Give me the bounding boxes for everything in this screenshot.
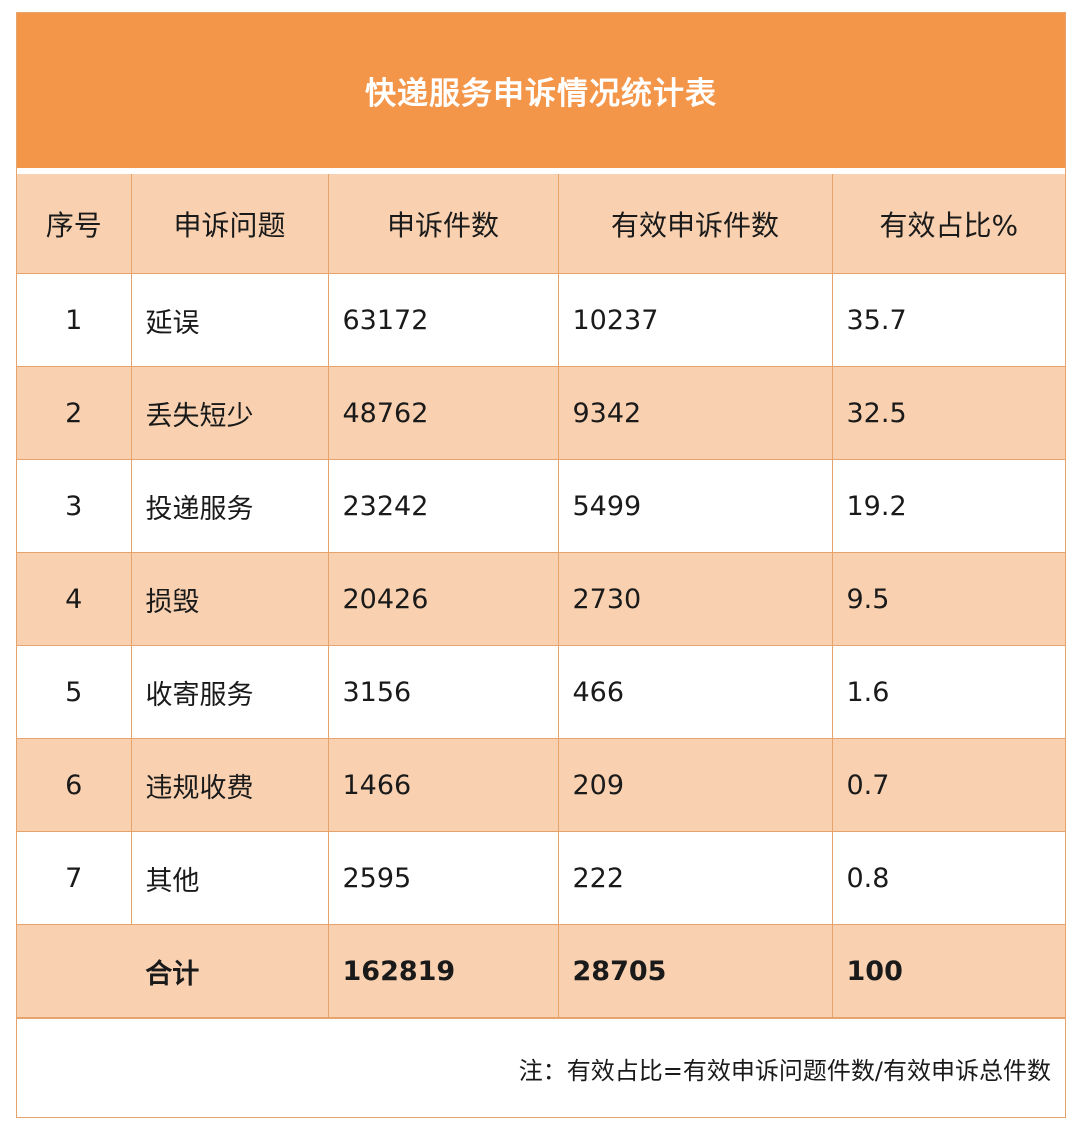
cell-index: 6 <box>17 738 132 832</box>
table-title: 快递服务申诉情况统计表 <box>17 13 1065 168</box>
table-row: 5 收寄服务 3156 466 1.6 <box>17 645 1065 739</box>
total-row: 合计 162819 28705 100 <box>17 924 1065 1018</box>
header-valid-ratio: 有效占比% <box>831 174 1065 274</box>
cell-valid-ratio: 0.7 <box>831 738 1065 832</box>
divider <box>17 168 1065 174</box>
cell-valid-ratio: 19.2 <box>831 459 1065 553</box>
header-complaints: 申诉件数 <box>327 174 559 274</box>
total-complaints: 162819 <box>327 924 559 1018</box>
table-row: 3 投递服务 23242 5499 19.2 <box>17 459 1065 553</box>
cell-issue: 投递服务 <box>130 459 329 553</box>
stats-table-card: 快递服务申诉情况统计表 序号 申诉问题 申诉件数 有效申诉件数 有效占比% 1 延误 6317… <box>16 12 1066 1118</box>
table-row: 7 其他 2595 222 0.8 <box>17 831 1065 925</box>
cell-issue: 其他 <box>130 831 329 925</box>
cell-complaints: 1466 <box>327 738 559 832</box>
cell-complaints: 63172 <box>327 273 559 367</box>
cell-index: 5 <box>17 645 132 739</box>
cell-valid-complaints: 222 <box>557 831 833 925</box>
total-label: 合计 <box>17 924 329 1018</box>
cell-valid-complaints: 10237 <box>557 273 833 367</box>
cell-valid-ratio: 32.5 <box>831 366 1065 460</box>
cell-valid-complaints: 5499 <box>557 459 833 553</box>
cell-complaints: 23242 <box>327 459 559 553</box>
header-row: 序号 申诉问题 申诉件数 有效申诉件数 有效占比% <box>17 174 1065 274</box>
cell-index: 3 <box>17 459 132 553</box>
cell-valid-ratio: 9.5 <box>831 552 1065 646</box>
cell-valid-complaints: 466 <box>557 645 833 739</box>
total-valid-complaints: 28705 <box>557 924 833 1018</box>
table-row: 6 违规收费 1466 209 0.7 <box>17 738 1065 832</box>
cell-complaints: 2595 <box>327 831 559 925</box>
cell-valid-ratio: 1.6 <box>831 645 1065 739</box>
footnote: 注：有效占比=有效申诉问题件数/有效申诉总件数 <box>17 1018 1065 1117</box>
cell-issue: 违规收费 <box>130 738 329 832</box>
cell-valid-complaints: 9342 <box>557 366 833 460</box>
cell-index: 1 <box>17 273 132 367</box>
cell-index: 4 <box>17 552 132 646</box>
table-row: 2 丢失短少 48762 9342 32.5 <box>17 366 1065 460</box>
header-index: 序号 <box>17 174 132 274</box>
cell-complaints: 48762 <box>327 366 559 460</box>
cell-complaints: 3156 <box>327 645 559 739</box>
cell-issue: 损毁 <box>130 552 329 646</box>
header-valid-complaints: 有效申诉件数 <box>557 174 833 274</box>
cell-issue: 延误 <box>130 273 329 367</box>
table-row: 1 延误 63172 10237 35.7 <box>17 273 1065 367</box>
cell-valid-ratio: 35.7 <box>831 273 1065 367</box>
cell-index: 2 <box>17 366 132 460</box>
total-valid-ratio: 100 <box>831 924 1065 1018</box>
header-issue: 申诉问题 <box>130 174 329 274</box>
table-row: 4 损毁 20426 2730 9.5 <box>17 552 1065 646</box>
complaint-table: 序号 申诉问题 申诉件数 有效申诉件数 有效占比% 1 延误 63172 10237 35.7 2 丢… <box>17 174 1065 1018</box>
cell-valid-complaints: 209 <box>557 738 833 832</box>
cell-issue: 丢失短少 <box>130 366 329 460</box>
cell-valid-complaints: 2730 <box>557 552 833 646</box>
cell-index: 7 <box>17 831 132 925</box>
cell-issue: 收寄服务 <box>130 645 329 739</box>
cell-valid-ratio: 0.8 <box>831 831 1065 925</box>
cell-complaints: 20426 <box>327 552 559 646</box>
